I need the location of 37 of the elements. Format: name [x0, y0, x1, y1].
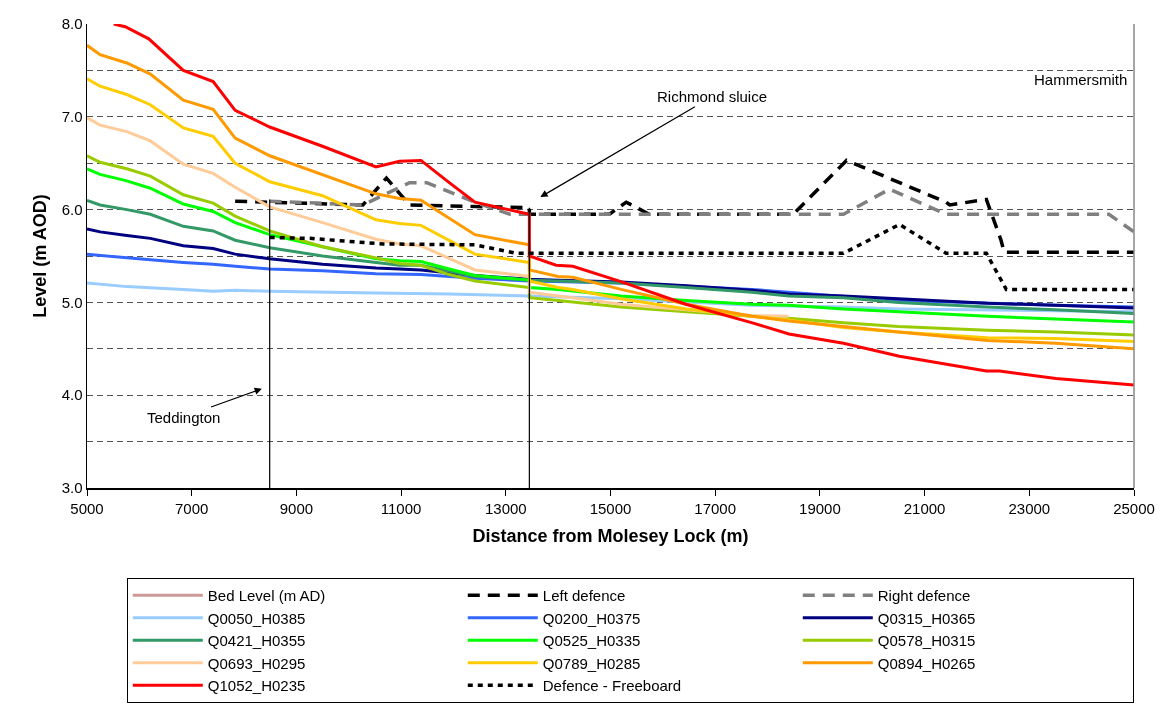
legend-label: Bed Level (m AD) — [207, 587, 326, 605]
x-tick-label: 23000 — [1008, 499, 1051, 517]
legend-label: Left defence — [542, 587, 626, 605]
y-tick-label: 3.0 — [61, 479, 83, 497]
x-tick-label: 13000 — [484, 499, 527, 517]
y-axis-title: Level (m AOD) — [30, 194, 51, 318]
legend-label: Right defence — [877, 587, 971, 605]
legend-label: Q0315_H0365 — [877, 609, 976, 627]
line-series — [112, 24, 1134, 387]
legend-label: Q0578_H0315 — [877, 632, 976, 650]
legend-label: Q0789_H0285 — [542, 654, 641, 672]
legend-label: Q0693_H0295 — [207, 654, 306, 672]
x-tick-label: 17000 — [694, 499, 737, 517]
x-tick-label: 25000 — [1113, 499, 1155, 517]
x-tick-label: 19000 — [799, 499, 841, 517]
legend-label: Q0050_H0385 — [207, 609, 306, 627]
legend-label: Q1052_H0235 — [207, 677, 306, 695]
legend-label: Q0525_H0335 — [542, 632, 641, 650]
x-tick-label: 5000 — [70, 499, 104, 517]
y-tick-label: 6.0 — [61, 200, 83, 218]
legend-label: Defence - Freeboard — [542, 677, 682, 695]
y-tick-label: 7.0 — [61, 108, 83, 126]
x-tick-label: 7000 — [175, 499, 209, 517]
legend-label: Q0421_H0355 — [207, 632, 306, 650]
x-tick-label: 15000 — [589, 499, 632, 517]
legend-label: Q0894_H0265 — [877, 654, 976, 672]
x-tick-label: 11000 — [380, 499, 422, 517]
legend-label: Q0200_H0375 — [542, 609, 641, 627]
annotation: Richmond sluice — [657, 88, 768, 105]
x-tick-label: 9000 — [279, 499, 314, 517]
x-tick-label: 21000 — [903, 499, 946, 517]
annotation: Teddington — [147, 409, 221, 426]
y-tick-label: 5.0 — [61, 293, 83, 311]
annotation: Hammersmith — [1034, 71, 1128, 88]
x-axis-title: Distance from Molesey Lock (m) — [472, 526, 749, 547]
y-tick-label: 8.0 — [61, 15, 83, 33]
y-tick-label: 4.0 — [61, 386, 83, 404]
